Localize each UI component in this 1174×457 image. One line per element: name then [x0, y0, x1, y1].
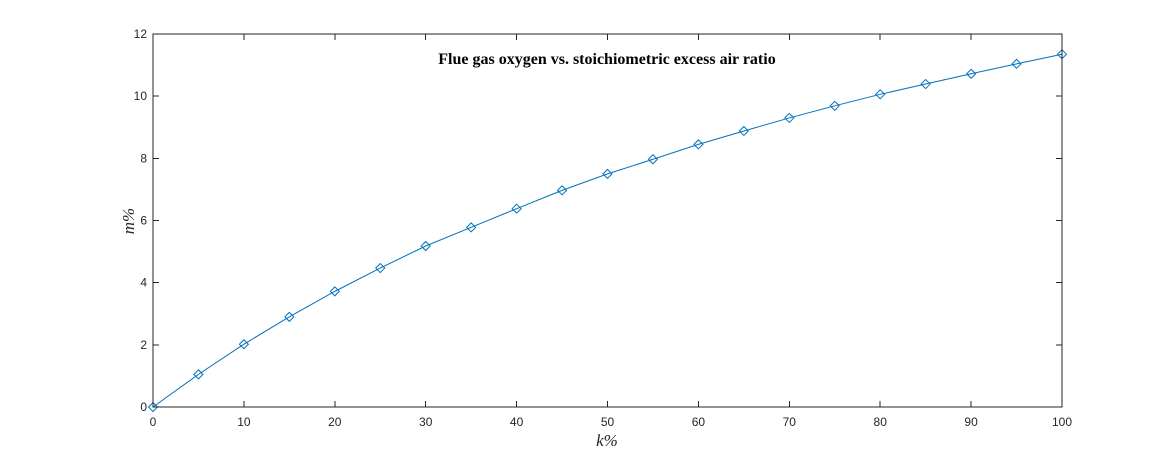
data-point-marker	[375, 262, 386, 274]
y-tick-label: 4	[140, 276, 147, 290]
axes-layer: 0 10 20 30 40 50 60 70 80 90 100 0 2 4 6 8 10 12	[134, 27, 1073, 429]
y-axis-title: m%	[119, 208, 138, 234]
x-tick-label: 0	[150, 415, 157, 429]
x-tick-label: 40	[510, 415, 524, 429]
y-tick-label: 6	[140, 214, 147, 228]
data-point-marker	[693, 139, 704, 150]
data-point-marker	[920, 78, 931, 90]
data-point-marker	[647, 154, 659, 165]
y-tick-label: 0	[140, 400, 147, 414]
y-tick-label: 12	[134, 27, 148, 41]
x-tick-label: 30	[419, 415, 433, 429]
plot-area	[153, 34, 1062, 407]
series-line	[152, 53, 1063, 408]
x-tick-label: 10	[237, 415, 251, 429]
data-point-marker	[556, 185, 568, 196]
x-tick-label: 20	[328, 415, 342, 429]
x-tick-label: 80	[874, 415, 888, 429]
data-point-marker	[238, 339, 250, 350]
x-axis-title: k%	[596, 431, 618, 450]
y-tick-label: 8	[140, 151, 147, 165]
data-point-marker	[874, 89, 886, 100]
data-point-marker	[1011, 58, 1022, 70]
data-point-marker	[784, 112, 795, 124]
series-layer	[147, 48, 1068, 413]
data-point-marker	[329, 286, 341, 297]
data-point-marker	[465, 222, 477, 233]
x-tick-label: 60	[692, 415, 706, 429]
y-tick-label: 2	[140, 338, 147, 352]
data-point-marker	[965, 68, 977, 79]
chart-title: Flue gas oxygen vs. stoichiometric exces…	[438, 51, 775, 68]
x-tick-label: 50	[601, 415, 615, 429]
data-point-marker	[829, 100, 840, 112]
x-tick-label: 70	[783, 415, 797, 429]
data-point-marker	[602, 168, 613, 180]
data-point-marker	[738, 125, 750, 137]
data-point-marker	[420, 240, 431, 252]
x-tick-label: 90	[964, 415, 978, 429]
data-point-marker	[511, 203, 522, 214]
data-point-marker	[147, 401, 159, 413]
data-point-marker	[193, 369, 204, 380]
x-tick-label: 100	[1052, 415, 1072, 429]
data-point-marker	[284, 311, 295, 323]
y-tick-label: 10	[134, 89, 148, 103]
